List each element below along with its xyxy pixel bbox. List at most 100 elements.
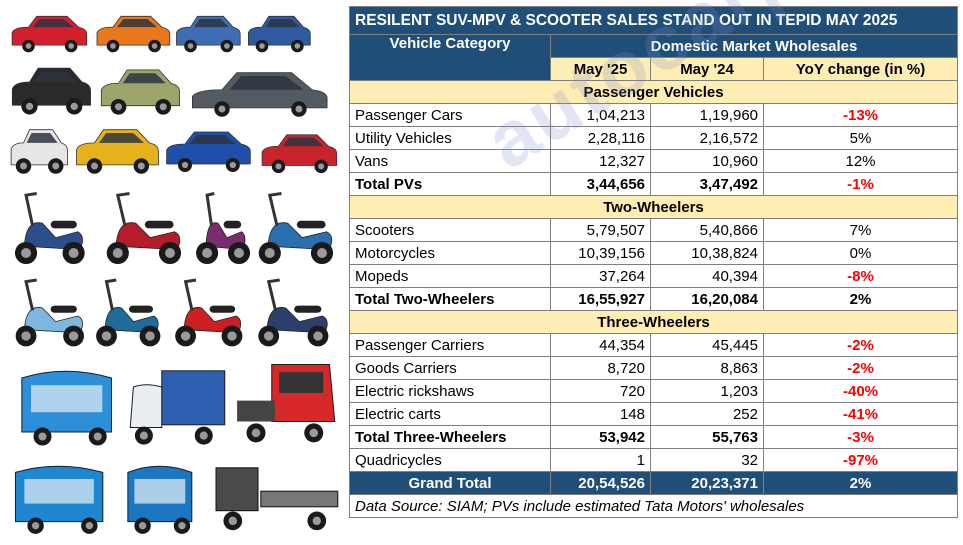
scooter-image	[195, 185, 251, 270]
row-label: Total Three-Wheelers	[349, 425, 551, 449]
yoy-value: -40%	[763, 379, 958, 403]
suv-image	[258, 128, 340, 176]
row-label: Mopeds	[349, 264, 551, 288]
row-label: Scooters	[349, 218, 551, 242]
car-image	[8, 10, 90, 55]
table-row: Quadricycles 1 32 -97%	[349, 448, 958, 472]
row-label: Total PVs	[349, 172, 551, 196]
may24-value: 55,763	[650, 425, 764, 449]
may24-value: 32	[650, 448, 764, 472]
yoy-value: 0%	[763, 241, 958, 265]
may25-value: 3,44,656	[550, 172, 651, 196]
yoy-value: -41%	[763, 402, 958, 426]
scooter-image	[250, 272, 335, 352]
rickshaw-image	[118, 456, 200, 538]
pickup-image	[235, 355, 340, 450]
yoy-value: 12%	[763, 149, 958, 173]
may24-value: 2,16,572	[650, 126, 764, 150]
car-image	[162, 125, 254, 175]
car-image	[93, 10, 173, 55]
table-row: Scooters 5,79,507 5,40,866 7%	[349, 218, 958, 242]
yoy-value: -97%	[763, 448, 958, 472]
sales-table-container: RESILENT SUV-MPV & SCOOTER SALES STAND O…	[349, 6, 958, 518]
scooter-image	[8, 272, 90, 352]
car-image	[245, 10, 313, 55]
yoy-value: 2%	[763, 287, 958, 311]
rickshaw-image	[8, 360, 123, 450]
section-title: Three-Wheelers	[349, 310, 958, 334]
may25-value: 2,28,116	[550, 126, 651, 150]
scooter-image	[90, 272, 165, 352]
may25-value: 1	[550, 448, 651, 472]
table-row: Mopeds 37,264 40,394 -8%	[349, 264, 958, 288]
yoy-value: -13%	[763, 103, 958, 127]
table-row: Passenger Cars 1,04,213 1,19,960 -13%	[349, 103, 958, 127]
may24-value: 40,394	[650, 264, 764, 288]
row-label: Passenger Carriers	[349, 333, 551, 357]
total-row: Total PVs 3,44,656 3,47,492 -1%	[349, 172, 958, 196]
header-may-25: May '25	[550, 57, 651, 81]
scooter-image	[98, 185, 188, 270]
sales-table: RESILENT SUV-MPV & SCOOTER SALES STAND O…	[349, 6, 958, 518]
may25-value: 16,55,927	[550, 287, 651, 311]
may25-value: 1,04,213	[550, 103, 651, 127]
cargo-image	[125, 360, 230, 450]
grand-total-row: Grand Total 20,54,526 20,23,371 2%	[349, 471, 958, 495]
grand-total-label: Grand Total	[349, 471, 551, 495]
may24-value: 45,445	[650, 333, 764, 357]
may24-value: 252	[650, 402, 764, 426]
total-row: Total Three-Wheelers 53,942 55,763 -3%	[349, 425, 958, 449]
suv-image	[97, 62, 183, 118]
section-header-row: Three-Wheelers	[349, 310, 958, 334]
yoy-value: -8%	[763, 264, 958, 288]
may25-value: 720	[550, 379, 651, 403]
row-label: Utility Vehicles	[349, 126, 551, 150]
table-row: Electric carts 148 252 -41%	[349, 402, 958, 426]
yoy-value: -1%	[763, 172, 958, 196]
may25-value: 12,327	[550, 149, 651, 173]
scooter-image	[8, 185, 90, 270]
grand-total-may25: 20,54,526	[550, 471, 651, 495]
suv-image	[72, 122, 162, 177]
source-note-row: Data Source: SIAM; PVs include estimated…	[349, 494, 958, 518]
table-title: RESILENT SUV-MPV & SCOOTER SALES STAND O…	[349, 6, 958, 35]
row-label: Motorcycles	[349, 241, 551, 265]
header-may-24: May '24	[650, 57, 764, 81]
may24-value: 5,40,866	[650, 218, 764, 242]
may25-value: 5,79,507	[550, 218, 651, 242]
row-label: Goods Carriers	[349, 356, 551, 380]
may25-value: 37,264	[550, 264, 651, 288]
cart-image	[202, 460, 342, 538]
car-image	[8, 122, 70, 177]
may25-value: 53,942	[550, 425, 651, 449]
may25-value: 148	[550, 402, 651, 426]
suv-image	[8, 60, 94, 118]
may24-value: 8,863	[650, 356, 764, 380]
may25-value: 10,39,156	[550, 241, 651, 265]
grand-total-may24: 20,23,371	[650, 471, 764, 495]
header-vehicle-category: Vehicle Category	[349, 34, 551, 81]
scooter-image	[168, 272, 248, 352]
row-label: Vans	[349, 149, 551, 173]
table-row: Motorcycles 10,39,156 10,38,824 0%	[349, 241, 958, 265]
header-domestic-wholesales: Domestic Market Wholesales	[550, 34, 958, 58]
yoy-value: 7%	[763, 218, 958, 242]
table-row: Passenger Carriers 44,354 45,445 -2%	[349, 333, 958, 357]
yoy-value: -2%	[763, 356, 958, 380]
section-title: Passenger Vehicles	[349, 80, 958, 104]
table-row: Vans 12,327 10,960 12%	[349, 149, 958, 173]
table-row: Utility Vehicles 2,28,116 2,16,572 5%	[349, 126, 958, 150]
may24-value: 1,19,960	[650, 103, 764, 127]
yoy-value: -3%	[763, 425, 958, 449]
total-row: Total Two-Wheelers 16,55,927 16,20,084 2%	[349, 287, 958, 311]
grand-total-yoy: 2%	[763, 471, 958, 495]
may25-value: 44,354	[550, 333, 651, 357]
car-image	[173, 10, 243, 55]
may24-value: 3,47,492	[650, 172, 764, 196]
row-label: Passenger Cars	[349, 103, 551, 127]
section-header-row: Two-Wheelers	[349, 195, 958, 219]
section-title: Two-Wheelers	[349, 195, 958, 219]
may25-value: 8,720	[550, 356, 651, 380]
may24-value: 16,20,084	[650, 287, 764, 311]
yoy-value: -2%	[763, 333, 958, 357]
